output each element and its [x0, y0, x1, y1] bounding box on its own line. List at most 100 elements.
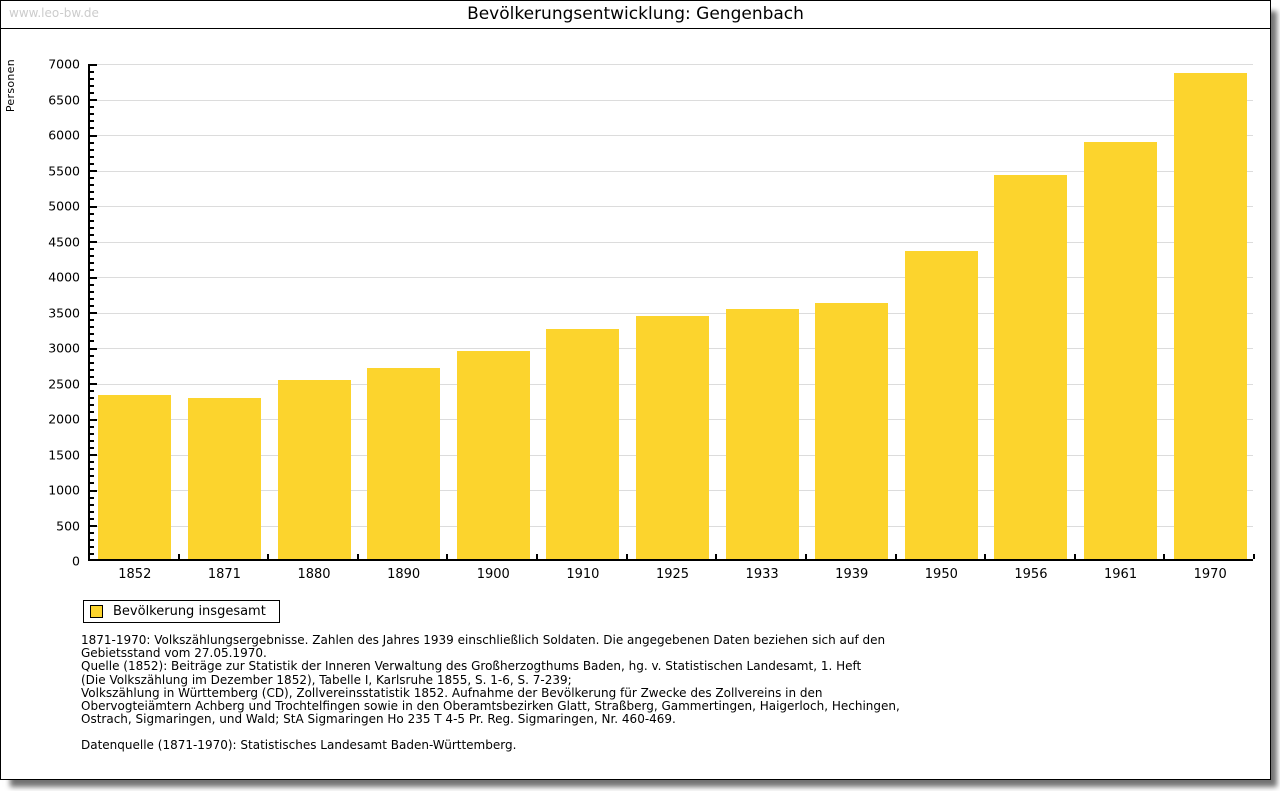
chart-title: Bevölkerungsentwicklung: Gengenbach	[467, 4, 804, 24]
y-minor-tick	[90, 127, 94, 130]
y-minor-tick	[90, 148, 94, 151]
y-minor-tick	[90, 510, 94, 513]
y-minor-tick	[90, 404, 94, 407]
gridline	[90, 277, 1253, 278]
y-minor-tick	[90, 113, 94, 116]
footnote-line: Volkszählung in Württemberg (CD), Zollve…	[81, 685, 823, 700]
bar	[367, 368, 441, 559]
y-minor-tick	[90, 354, 94, 357]
y-minor-tick	[90, 461, 94, 464]
x-tick-label: 1956	[1014, 567, 1048, 582]
datasource-note: Datenquelle (1871-1970): Statistisches L…	[81, 738, 517, 753]
y-major-tick	[90, 99, 97, 101]
y-minor-tick	[90, 219, 94, 222]
x-boundary-tick	[446, 554, 449, 559]
y-minor-tick	[90, 546, 94, 549]
x-tick-label: 1970	[1193, 567, 1227, 582]
x-boundary-tick	[625, 554, 628, 559]
watermark: www.leo-bw.de	[9, 6, 99, 20]
x-tick-label: 1900	[476, 567, 510, 582]
y-minor-tick	[90, 70, 94, 73]
y-minor-tick	[90, 496, 94, 499]
y-major-tick	[90, 525, 97, 527]
y-minor-tick	[90, 77, 94, 80]
bar	[815, 302, 889, 559]
y-minor-tick	[90, 283, 94, 286]
y-major-tick	[90, 454, 97, 456]
y-minor-tick	[90, 297, 94, 300]
y-minor-tick	[90, 184, 94, 187]
bar	[904, 251, 978, 559]
x-tick-label: 1950	[924, 567, 958, 582]
x-boundary-tick	[267, 554, 270, 559]
y-axis-title: Personen	[4, 59, 17, 113]
y-major-tick	[90, 312, 97, 314]
gridline	[90, 312, 1253, 314]
x-boundary-tick	[536, 554, 539, 559]
gridline	[90, 99, 1253, 101]
footnotes: 1871-1970: Volkszählungsergebnisse. Zahl…	[81, 633, 900, 753]
y-tick-label: 4000	[48, 269, 80, 285]
footnote-line: 1871-1970: Volkszählungsergebnisse. Zahl…	[81, 633, 886, 647]
footnote-line: Obervogteiämtern Achberg und Trochtelfin…	[81, 699, 900, 714]
y-major-tick	[90, 134, 97, 137]
y-tick-label: 3500	[48, 305, 80, 320]
y-major-tick	[90, 347, 97, 350]
y-tick-label: 2000	[48, 411, 80, 427]
x-boundary-tick	[1163, 554, 1166, 559]
gridline	[90, 206, 1253, 207]
y-tick-label: 2500	[48, 376, 80, 391]
plot-area: 0 500 1000 1500 2000 2500 3000 3500 4000 4500 5000…	[48, 57, 1255, 582]
x-boundary-tick	[715, 554, 718, 559]
y-tick-label: 4500	[48, 234, 80, 249]
x-boundary-tick	[984, 554, 987, 559]
x-boundary-tick	[1073, 554, 1076, 559]
y-tick-label: 7000	[48, 56, 80, 72]
y-minor-tick	[90, 333, 94, 336]
y-minor-tick	[90, 248, 94, 251]
y-minor-tick	[90, 368, 94, 371]
y-tick-label: 6500	[48, 92, 80, 107]
y-minor-tick	[90, 226, 94, 229]
bar	[1084, 141, 1158, 559]
x-boundary-tick	[804, 554, 807, 559]
y-tick-label: 3000	[48, 340, 80, 356]
y-major-tick	[90, 418, 97, 421]
y-major-tick	[90, 63, 97, 66]
footnote-line: Gebietsstand vom 27.05.1970.	[81, 646, 267, 661]
y-minor-tick	[90, 375, 94, 378]
y-minor-tick	[90, 120, 94, 123]
y-minor-tick	[90, 553, 94, 556]
bar	[1173, 73, 1247, 559]
x-tick-label: 1871	[207, 567, 241, 582]
bar	[98, 395, 172, 559]
y-tick-label: 1500	[48, 447, 80, 462]
x-tick-label: 1961	[1104, 567, 1138, 582]
y-minor-tick	[90, 106, 94, 109]
y-tick-label: 5000	[48, 198, 80, 214]
y-minor-tick	[90, 539, 94, 542]
legend: Bevölkerung insgesamt	[83, 600, 280, 623]
y-tick-label: 5500	[48, 163, 80, 178]
y-minor-tick	[90, 255, 94, 258]
x-tick-label: 1925	[655, 567, 690, 582]
y-minor-tick	[90, 475, 94, 478]
y-minor-tick	[90, 397, 94, 400]
y-tick-label: 500	[56, 518, 80, 533]
legend-swatch	[90, 605, 103, 618]
y-minor-tick	[90, 269, 94, 272]
y-minor-tick	[90, 141, 94, 144]
chart-header: www.leo-bw.de Bevölkerungsentwicklung: G…	[1, 1, 1270, 29]
y-major-tick	[90, 170, 97, 172]
y-major-tick	[90, 489, 97, 492]
y-major-tick	[90, 276, 97, 279]
bar	[187, 397, 261, 559]
chart-window: www.leo-bw.de Bevölkerungsentwicklung: G…	[0, 0, 1271, 780]
bar	[725, 309, 799, 559]
x-boundary-tick	[356, 554, 359, 559]
bar	[636, 316, 709, 559]
gridline	[90, 64, 1253, 65]
y-minor-tick	[90, 191, 94, 194]
y-minor-tick	[90, 198, 94, 201]
y-minor-tick	[90, 290, 94, 293]
